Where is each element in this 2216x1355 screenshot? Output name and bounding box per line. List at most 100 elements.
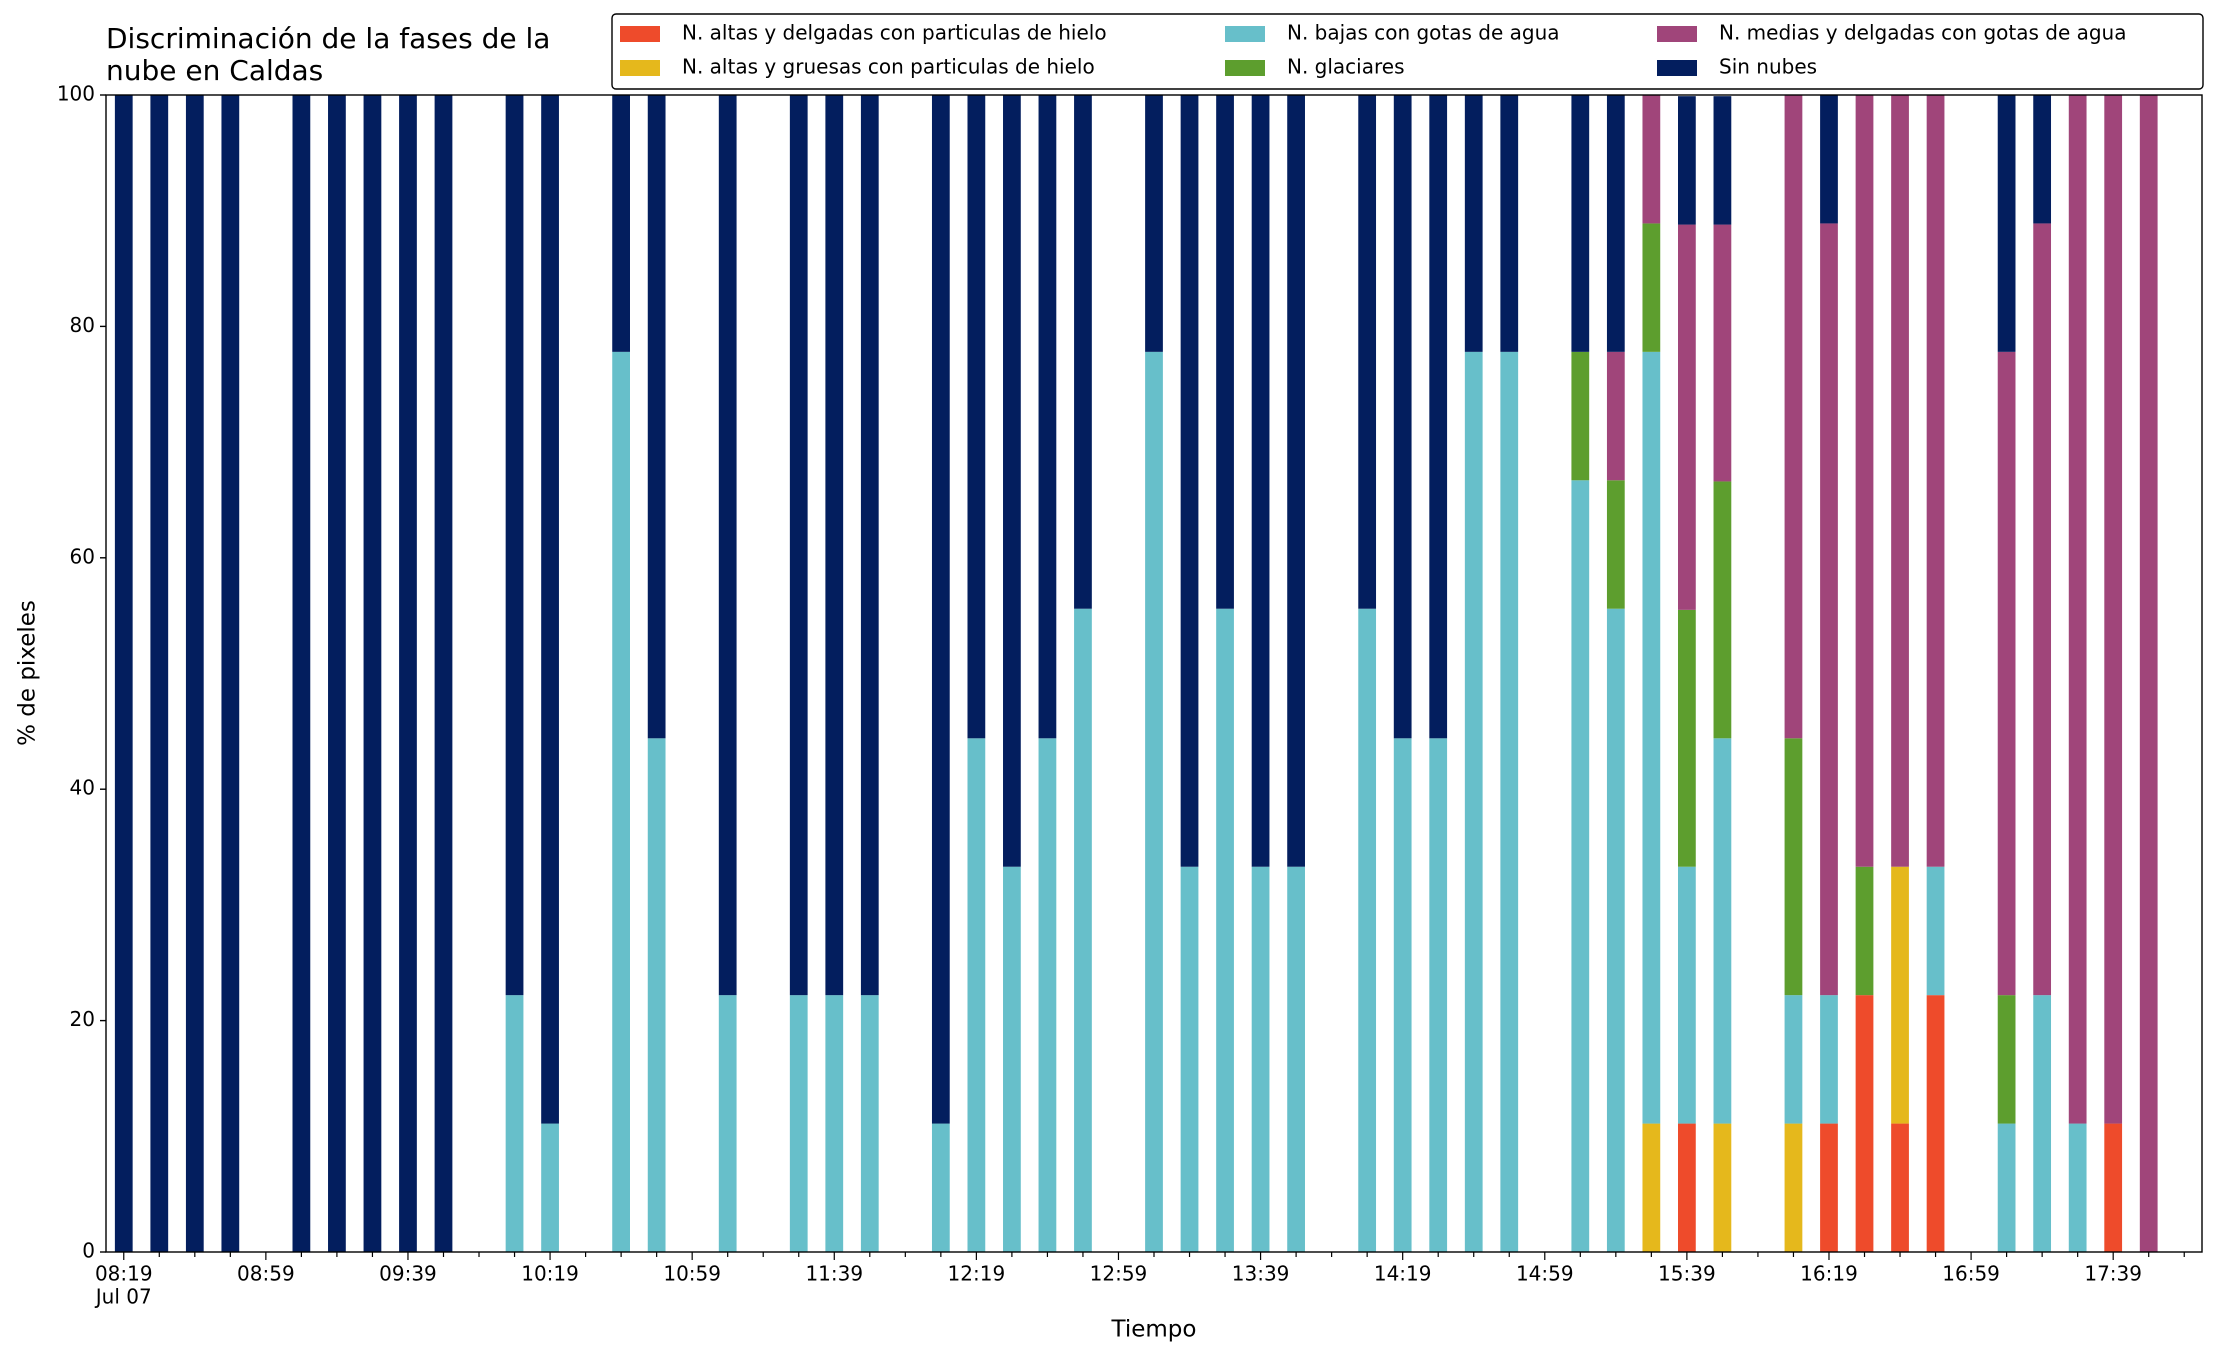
bar-segment [1642, 1123, 1661, 1252]
bar-segment [860, 95, 879, 996]
x-tick-label: 15:39 [1658, 1262, 1716, 1286]
x-tick-label: 08:59 [237, 1262, 295, 1286]
bar-segment [1997, 995, 2016, 1124]
bar-segment [1678, 866, 1696, 1124]
legend-swatch [620, 60, 660, 76]
bar-segment [718, 95, 737, 996]
bar-segment [1003, 866, 1021, 1252]
bar-segment [434, 95, 453, 1252]
bar-segment [612, 351, 630, 1252]
bar-segment [114, 95, 133, 1252]
bar-segment [1287, 95, 1305, 867]
bar-segment [1713, 224, 1732, 482]
bar-segment [860, 995, 879, 1252]
x-tick-label: 14:59 [1516, 1262, 1574, 1286]
bar-segment [328, 95, 346, 1252]
legend-swatch [1657, 60, 1697, 76]
x-tick-label: 16:19 [1800, 1262, 1858, 1286]
bar-segment [1855, 95, 1874, 867]
bar-segment [1500, 351, 1519, 1252]
bar-segment [1926, 866, 1945, 996]
bar-segment [1784, 1123, 1803, 1252]
bar-segment [1251, 866, 1270, 1252]
bar-segment [1287, 866, 1305, 1252]
bar-segment [1642, 223, 1661, 352]
y-tick-label: 40 [70, 776, 95, 800]
bar-segment [541, 1123, 559, 1252]
x-axis-label: Tiempo [1111, 1317, 1197, 1343]
legend-box [611, 13, 2204, 90]
x-tick-label: 08:19 [95, 1262, 153, 1286]
bar-segment [2068, 95, 2087, 1124]
bar-segment [1606, 95, 1625, 352]
bar-segment [1393, 95, 1412, 739]
chart-title: Discriminación de la fases de la nube en … [106, 22, 550, 87]
bar-segment [1997, 351, 2016, 996]
y-axis-label: % de pixeles [15, 600, 41, 746]
bar-segment [1180, 866, 1199, 1252]
bar-segment [825, 95, 844, 996]
bar-segment [1571, 351, 1590, 481]
bar-segment [647, 95, 666, 739]
bar-segment [1678, 1123, 1696, 1252]
bar-segment [505, 995, 524, 1252]
bar-segment [363, 95, 382, 1252]
bar-segment [1678, 224, 1696, 610]
bar-segment [1820, 995, 1838, 1124]
bar-segment [1145, 351, 1163, 1252]
bar-segment [1678, 609, 1696, 867]
bar-segment [1145, 95, 1163, 352]
bar-segment [1713, 738, 1732, 1124]
bar-segment [718, 995, 737, 1252]
bar-segment [1429, 95, 1448, 739]
bar-segment [1713, 96, 1732, 225]
y-tick-label: 20 [70, 1007, 95, 1031]
legend-label: N. altas y gruesas con particulas de hie… [682, 55, 1095, 79]
plot-frame [105, 94, 2203, 1253]
legend-swatch [1225, 60, 1265, 76]
legend-label: N. altas y delgadas con particulas de hi… [682, 21, 1107, 45]
legend-swatch [1657, 26, 1697, 42]
bar-segment [1784, 995, 1803, 1124]
bar-segment [1571, 95, 1590, 352]
bar-segment [647, 738, 666, 1252]
bar-segment [1464, 351, 1483, 1252]
bar-segment [150, 95, 169, 1252]
x-tick-label: 14:19 [1374, 1262, 1432, 1286]
legend-label: N. glaciares [1287, 55, 1405, 79]
bar-segment [221, 95, 240, 1252]
bar-segment [1393, 738, 1412, 1252]
bar-segment [1926, 995, 1945, 1252]
x-tick-label: 16:59 [1942, 1262, 2000, 1286]
bar-segment [1429, 738, 1448, 1252]
bar-segment [1820, 95, 1838, 224]
bar-segment [1855, 995, 1874, 1252]
bar-segment [1784, 95, 1803, 739]
bar-segment [2033, 995, 2052, 1252]
legend-label: N. medias y delgadas con gotas de agua [1719, 21, 2127, 45]
bar-segment [1891, 1123, 1909, 1252]
bar-segment [505, 95, 524, 996]
bar-segment [1074, 608, 1092, 1252]
bar-segment [2104, 95, 2123, 1124]
bar-segment [1820, 223, 1838, 996]
bar-segment [825, 995, 844, 1252]
bar-segment [789, 95, 808, 996]
bar-segment [399, 95, 417, 1252]
bar-segment [2033, 223, 2052, 996]
x-tick-label: 09:39 [379, 1262, 437, 1286]
bar-segment [1038, 95, 1057, 739]
bar-segment [1713, 1123, 1732, 1252]
bar-segment [1003, 95, 1021, 867]
legend-label: N. bajas con gotas de agua [1287, 21, 1560, 45]
y-tick-label: 0 [82, 1239, 95, 1263]
bar-segment [1606, 608, 1625, 1252]
bar-segment [1678, 96, 1696, 225]
bar-segment [1855, 866, 1874, 996]
bar-segment [1606, 351, 1625, 481]
bar-segment [541, 95, 559, 1124]
bar-segment [1500, 95, 1519, 352]
bar-segment [1216, 95, 1234, 609]
bar-segment [612, 95, 630, 352]
